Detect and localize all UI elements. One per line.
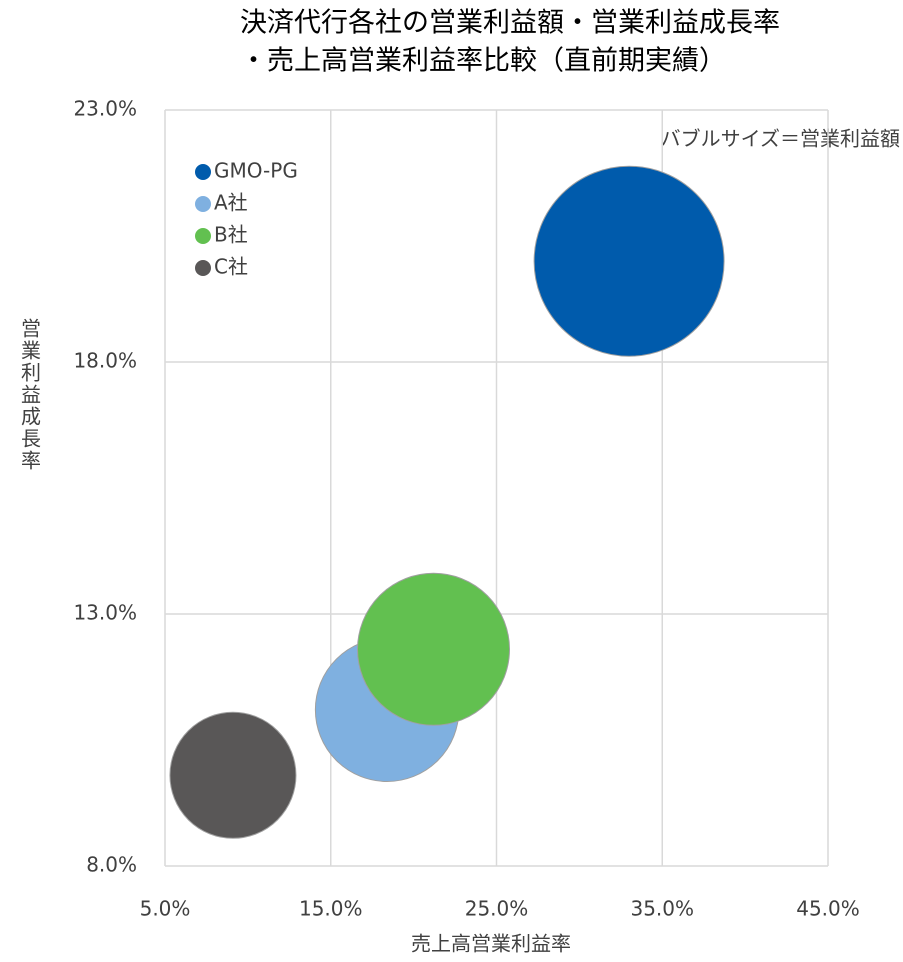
x-tick-label: 25.0% xyxy=(465,897,529,921)
y-tick-label: 23.0% xyxy=(73,97,137,121)
x-tick-label: 5.0% xyxy=(140,897,191,921)
chart-title: 決済代行各社の営業利益額・営業利益成長率 xyxy=(240,8,780,39)
legend-label: C社 xyxy=(214,255,248,279)
legend-marker xyxy=(195,228,211,244)
x-tick-label: 45.0% xyxy=(796,897,860,921)
legend-marker xyxy=(195,196,211,212)
legend-marker xyxy=(195,164,211,180)
y-tick-label: 13.0% xyxy=(73,601,137,625)
x-tick-label: 15.0% xyxy=(299,897,363,921)
x-axis-label: 売上高営業利益率 xyxy=(411,932,571,956)
legend-marker xyxy=(195,260,211,276)
chart-title: ・売上高営業利益率比較（直前期実績） xyxy=(240,46,726,77)
legend-label: B社 xyxy=(214,223,248,247)
bubble xyxy=(533,165,725,357)
y-tick-label: 8.0% xyxy=(86,853,137,877)
annotation: バブルサイズ＝営業利益額 xyxy=(661,127,900,151)
bubble xyxy=(169,711,297,839)
legend-label: A社 xyxy=(214,191,248,215)
bubble xyxy=(357,572,511,726)
x-tick-label: 35.0% xyxy=(630,897,694,921)
legend-label: GMO-PG xyxy=(214,159,298,183)
y-axis-label: 営業利益成長率 xyxy=(18,318,42,472)
y-tick-label: 18.0% xyxy=(73,349,137,373)
